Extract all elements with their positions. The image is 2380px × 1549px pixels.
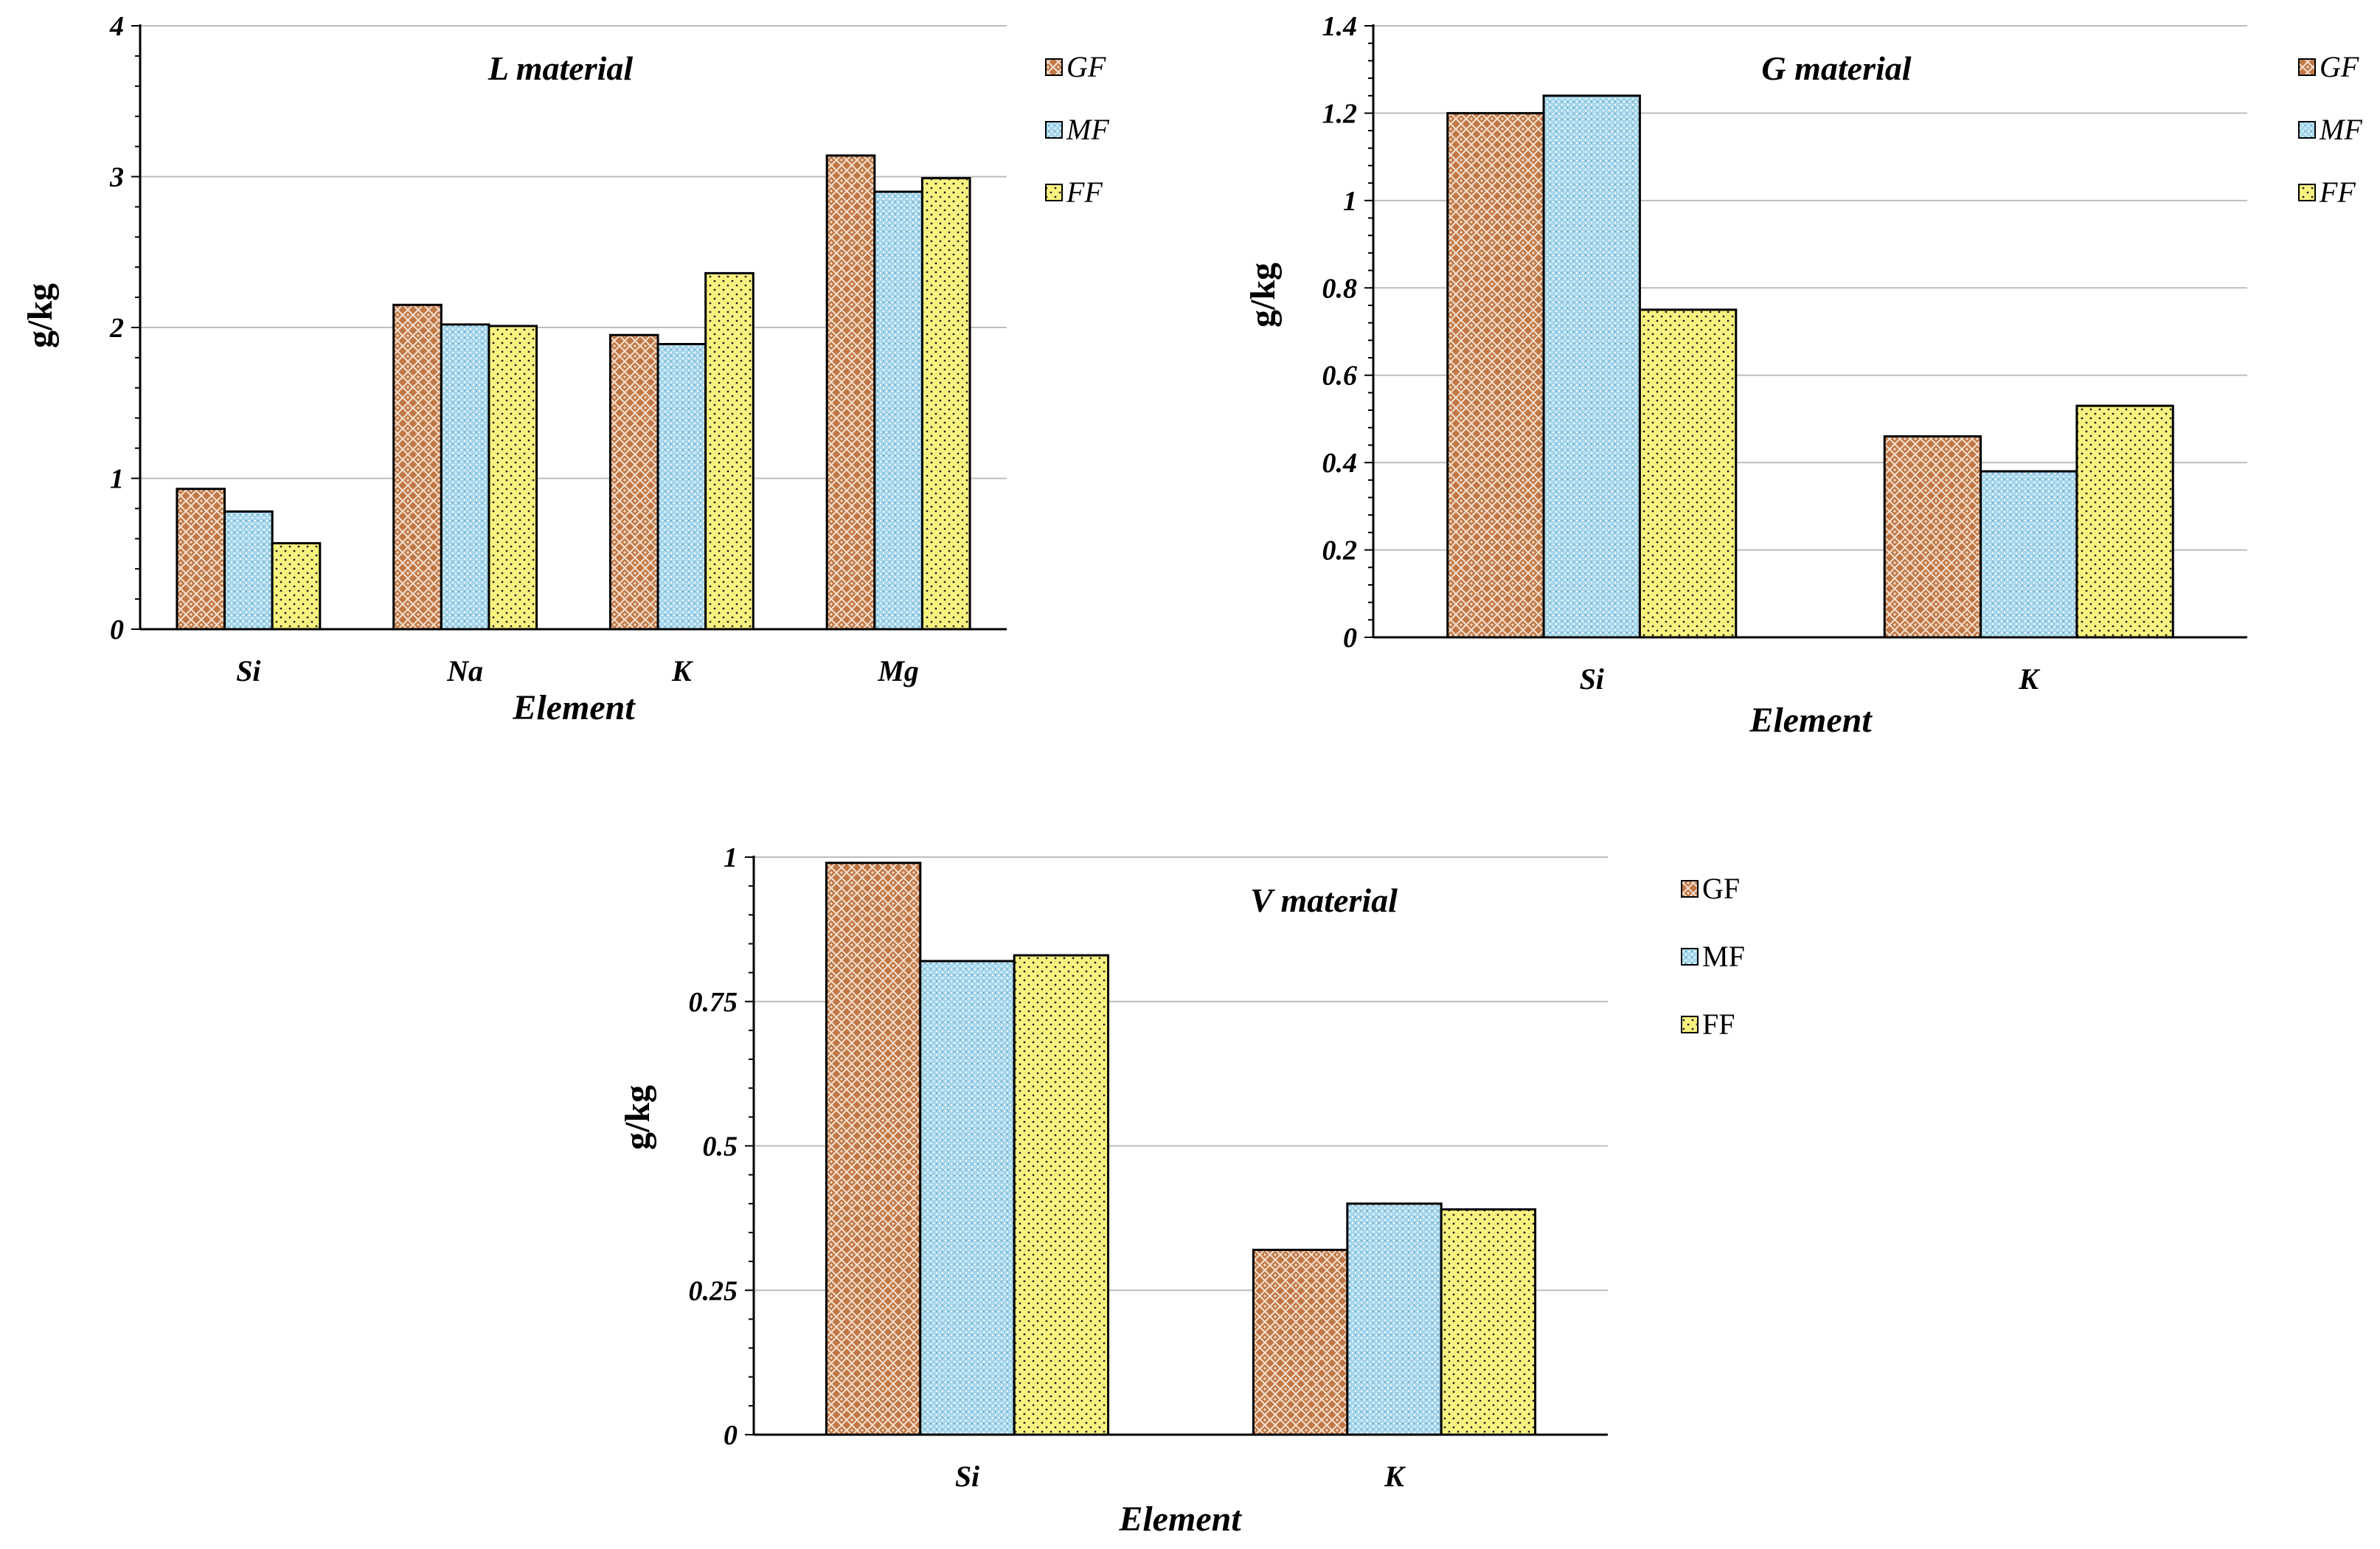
bar-si-ff [1638, 308, 1738, 639]
bar-mg-ff [920, 177, 971, 631]
y-tick-label: 0.8 [1322, 273, 1358, 304]
chart-title: V material [1250, 881, 1398, 919]
y-tick-label: 4 [109, 11, 124, 42]
legend-label-mf: MF [1702, 940, 1745, 973]
y-tick-label: 0.5 [703, 1132, 738, 1162]
bar-mg-mf [873, 190, 923, 631]
x-tick-label: K [671, 654, 693, 687]
chart-title: G material [1761, 49, 1911, 87]
y-tick-label: 1 [110, 464, 124, 495]
legend-swatch-ff [1681, 1016, 1699, 1033]
bar-k-mf [1980, 470, 2078, 639]
bar-k-ff [704, 271, 754, 631]
y-tick-label: 1 [1343, 186, 1357, 217]
x-axis-label: Element [1749, 701, 1873, 740]
bar-na-gf [392, 303, 443, 631]
y-axis-label: g/kg [1243, 263, 1283, 328]
legend-label-gf: GF [1066, 50, 1106, 83]
bar-k-gf [1252, 1248, 1349, 1436]
bar-k-ff [2075, 404, 2174, 639]
legend-label-ff: FF [2319, 176, 2356, 209]
bar-k-mf [656, 342, 707, 631]
legend-label-ff: FF [1702, 1008, 1735, 1041]
bar-si-mf [919, 960, 1016, 1436]
legend-label-ff: FF [1066, 176, 1103, 209]
legend-swatch-mf [1681, 948, 1699, 966]
x-axis-label: Element [1118, 1500, 1242, 1539]
y-tick-label: 0.2 [1322, 536, 1358, 566]
x-tick-label: Si [1580, 662, 1604, 696]
x-tick-label: Si [955, 1460, 979, 1493]
legend-label-gf: GF [2320, 50, 2359, 83]
legend-label-mf: MF [2319, 113, 2362, 146]
bar-k-mf [1346, 1202, 1443, 1436]
y-tick-label: 2 [109, 313, 124, 344]
y-tick-label: 1 [724, 842, 738, 873]
y-axis-label: g/kg [618, 1085, 657, 1150]
x-tick-label: Mg [877, 654, 919, 687]
legend-label-mf: MF [1066, 113, 1109, 146]
y-axis-label: g/kg [21, 283, 60, 348]
bar-si-gf [176, 488, 226, 631]
y-tick-label: 0 [724, 1420, 738, 1451]
legend-swatch-gf [1045, 58, 1063, 76]
y-tick-label: 0 [110, 614, 124, 645]
y-tick-label: 1.2 [1322, 98, 1358, 129]
y-tick-label: 1.4 [1322, 11, 1358, 42]
x-tick-label: K [2018, 662, 2040, 696]
x-tick-label: K [1384, 1460, 1406, 1493]
x-tick-label: Si [236, 654, 260, 687]
legend-swatch-mf [2298, 121, 2316, 139]
x-axis-label: Element [512, 688, 636, 727]
legend-label-gf: GF [1702, 872, 1740, 905]
legend-swatch-mf [1045, 121, 1063, 139]
bar-k-gf [608, 333, 659, 631]
legend-swatch-gf [2298, 58, 2316, 76]
bar-si-ff [271, 541, 322, 631]
legend-swatch-ff [2298, 184, 2316, 201]
legend-swatch-ff [1045, 184, 1063, 201]
bar-si-gf [1446, 111, 1545, 639]
chart-l-material: L material g/kg Element 0 1 2 3 4 Si Na K Mg GF MF… [21, 11, 1109, 727]
bar-si-mf [1542, 94, 1641, 639]
chart-v-material: V material g/kg Element 0 0.25 0.5 0.75 1 Si K… [618, 842, 1745, 1539]
bar-k-gf [1883, 435, 1982, 639]
y-tick-label: 0.6 [1322, 361, 1358, 392]
chart-title: L material [488, 49, 634, 87]
y-tick-label: 0.75 [689, 987, 738, 1018]
x-tick-label: Na [446, 654, 483, 687]
bar-si-gf [825, 862, 922, 1436]
y-tick-label: 0.25 [689, 1275, 738, 1306]
y-tick-label: 0.4 [1322, 448, 1358, 479]
bar-k-ff [1440, 1208, 1537, 1436]
bar-na-ff [488, 325, 538, 631]
bar-si-ff [1013, 954, 1110, 1436]
y-tick-label: 0 [1343, 623, 1357, 654]
bar-si-mf [223, 510, 274, 631]
bar-na-mf [440, 323, 490, 631]
chart-g-material: G material g/kg Element 0 0.2 0.4 0.6 0.8 1 1.… [1243, 11, 2362, 740]
bar-mg-gf [825, 154, 876, 631]
legend-swatch-gf [1681, 880, 1699, 898]
y-tick-label: 3 [109, 162, 124, 193]
